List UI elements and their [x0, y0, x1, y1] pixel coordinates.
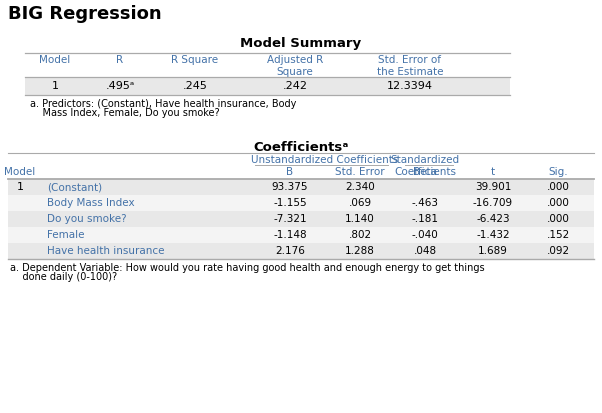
- Text: .069: .069: [349, 198, 371, 208]
- Text: Standardized
Coefficients: Standardized Coefficients: [391, 155, 459, 177]
- Text: 93.375: 93.375: [272, 182, 308, 192]
- Text: Model Summary: Model Summary: [240, 37, 362, 50]
- Text: .048: .048: [414, 246, 436, 256]
- Text: Mass Index, Female, Do you smoke?: Mass Index, Female, Do you smoke?: [30, 108, 220, 118]
- Bar: [25, 77, 510, 95]
- Text: -1.148: -1.148: [273, 230, 307, 240]
- Text: a. Predictors: (Constant), Have health insurance, Body: a. Predictors: (Constant), Have health i…: [30, 99, 296, 109]
- Text: 1.689: 1.689: [478, 246, 508, 256]
- Text: -16.709: -16.709: [473, 198, 513, 208]
- Text: 1: 1: [52, 81, 58, 91]
- Text: .245: .245: [182, 81, 208, 91]
- Text: Unstandardized Coefficients: Unstandardized Coefficients: [251, 155, 399, 165]
- Text: R Square: R Square: [172, 55, 219, 65]
- Text: 1.288: 1.288: [345, 246, 375, 256]
- Text: Body Mass Index: Body Mass Index: [47, 198, 135, 208]
- Text: .152: .152: [547, 230, 569, 240]
- Text: 2.176: 2.176: [275, 246, 305, 256]
- Text: Adjusted R
Square: Adjusted R Square: [267, 55, 323, 76]
- Text: Beta: Beta: [413, 167, 437, 177]
- Text: Sig.: Sig.: [548, 167, 568, 177]
- Text: -7.321: -7.321: [273, 214, 307, 224]
- Text: Model: Model: [4, 167, 36, 177]
- Text: .092: .092: [547, 246, 569, 256]
- Text: .000: .000: [547, 198, 569, 208]
- Text: .802: .802: [349, 230, 371, 240]
- Text: Std. Error: Std. Error: [335, 167, 385, 177]
- Text: t: t: [491, 167, 495, 177]
- Text: -.463: -.463: [412, 198, 438, 208]
- Text: -1.155: -1.155: [273, 198, 307, 208]
- Text: .242: .242: [282, 81, 308, 91]
- Text: Model: Model: [39, 55, 70, 65]
- Text: -6.423: -6.423: [476, 214, 510, 224]
- Text: 2.340: 2.340: [345, 182, 375, 192]
- Text: Std. Error of
the Estimate: Std. Error of the Estimate: [377, 55, 443, 76]
- Bar: [8, 211, 594, 227]
- Text: 12.3394: 12.3394: [387, 81, 433, 91]
- Text: .000: .000: [547, 182, 569, 192]
- Text: .000: .000: [547, 214, 569, 224]
- Bar: [8, 243, 594, 259]
- Bar: [8, 227, 594, 243]
- Text: Have health insurance: Have health insurance: [47, 246, 164, 256]
- Text: -.040: -.040: [412, 230, 438, 240]
- Text: Coefficientsᵃ: Coefficientsᵃ: [253, 141, 349, 154]
- Text: a. Dependent Variable: How would you rate having good health and enough energy t: a. Dependent Variable: How would you rat…: [10, 263, 485, 273]
- Text: BIG Regression: BIG Regression: [8, 5, 161, 23]
- Text: 1.140: 1.140: [345, 214, 375, 224]
- Text: -.181: -.181: [412, 214, 438, 224]
- Text: 1: 1: [16, 182, 23, 192]
- Text: R: R: [116, 55, 123, 65]
- Text: -1.432: -1.432: [476, 230, 510, 240]
- Text: .495ᵃ: .495ᵃ: [105, 81, 135, 91]
- Bar: [8, 179, 594, 195]
- Text: 39.901: 39.901: [475, 182, 511, 192]
- Text: B: B: [287, 167, 294, 177]
- Text: done daily (0-100)?: done daily (0-100)?: [10, 272, 117, 282]
- Text: Female: Female: [47, 230, 84, 240]
- Bar: [8, 195, 594, 211]
- Text: (Constant): (Constant): [47, 182, 102, 192]
- Text: Do you smoke?: Do you smoke?: [47, 214, 126, 224]
